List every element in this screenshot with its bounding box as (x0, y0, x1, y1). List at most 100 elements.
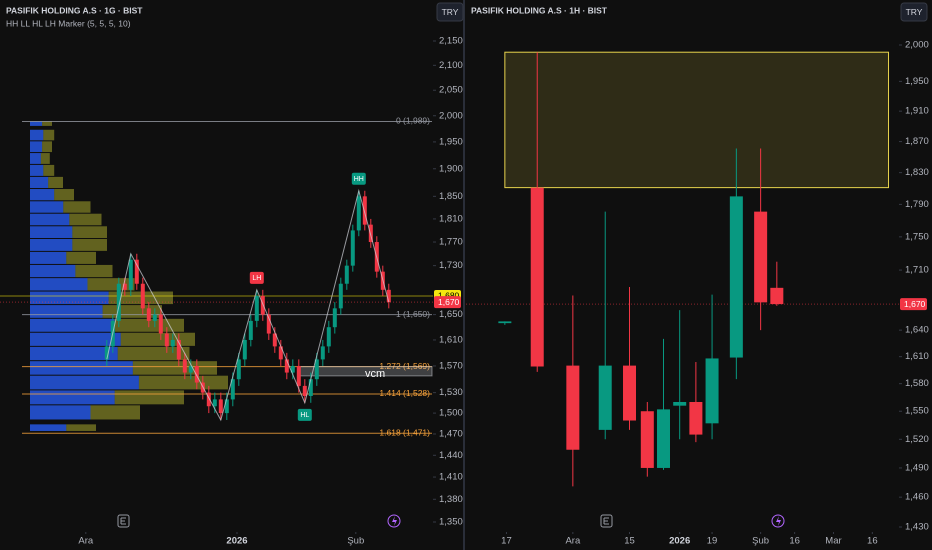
candle-body (308, 379, 313, 397)
profile-bar (30, 213, 70, 226)
price-tag-label: 1,680 (438, 291, 460, 301)
profile-bar (117, 346, 190, 361)
candle-body (296, 365, 301, 386)
candle-body (598, 365, 612, 430)
candle-body (188, 365, 193, 373)
profile-bar (30, 346, 118, 361)
profile-bar (43, 129, 55, 141)
profile-bar (30, 332, 121, 346)
profile-bar (30, 226, 73, 239)
y-tick-label: 1,520 (905, 434, 929, 445)
profile-bar (87, 278, 135, 291)
profile-bar (30, 189, 55, 201)
pivot-marker (351, 172, 366, 185)
currency-label[interactable]: TRY (906, 7, 923, 17)
candle-body (248, 320, 253, 340)
candle-body (314, 359, 319, 380)
fib-label: 0 (1,989) (396, 116, 430, 126)
x-tick-label: Ara (565, 536, 581, 547)
zigzag-line (106, 188, 390, 422)
fib-label: 1.414 (1,528) (379, 388, 430, 398)
candle-body (302, 385, 307, 397)
candle-body (284, 359, 289, 373)
candle-body (356, 196, 361, 231)
pivot-label: HH (354, 176, 364, 183)
y-tick-label: 1,350 (439, 517, 463, 528)
candle-body (290, 365, 295, 373)
price-tag (900, 298, 927, 311)
chart-title: PASIFIK HOLDING A.S · 1H · BIST (471, 5, 608, 15)
profile-bar (30, 318, 115, 332)
vcm-label: vcm (365, 368, 385, 380)
candle-body (182, 359, 187, 373)
y-tick-label: 1,410 (439, 472, 463, 483)
indicator-label: HH LL HL LH Marker (5, 5, 5, 10) (6, 18, 131, 28)
profile-bar (90, 405, 140, 420)
y-tick-label: 1,490 (905, 462, 929, 473)
profile-bar (30, 129, 44, 141)
candle-body (104, 346, 109, 360)
candle-body (362, 196, 367, 225)
y-tick-label: 1,430 (905, 522, 929, 533)
events-icon[interactable] (600, 514, 613, 528)
candle-body (386, 289, 391, 303)
y-tick-label: 1,950 (439, 136, 463, 147)
candle-body (770, 287, 784, 305)
candle-body (344, 265, 349, 284)
profile-bar (30, 375, 139, 390)
y-tick-label: 1,870 (905, 136, 929, 147)
y-tick-label: 1,950 (905, 76, 929, 87)
profile-bar (48, 176, 63, 189)
profile-bar (30, 405, 91, 420)
events-icon[interactable] (117, 514, 130, 528)
y-tick-label: 1,770 (439, 237, 463, 248)
y-tick-label: 1,580 (905, 378, 929, 389)
x-tick-label: 16 (789, 536, 800, 547)
candle-body (338, 283, 343, 309)
profile-bar (30, 278, 88, 291)
profile-bar (30, 121, 43, 126)
profile-bar (30, 264, 76, 278)
candle-body (368, 224, 373, 243)
candle-body (176, 339, 181, 360)
profile-bar (42, 141, 52, 153)
candle-body (320, 346, 325, 360)
y-tick-label: 1,550 (905, 406, 929, 417)
candle-body (224, 399, 229, 414)
supply-zone (504, 51, 890, 189)
currency-button[interactable] (436, 2, 464, 22)
profile-bar (30, 141, 43, 153)
y-tick-label: 1,610 (439, 334, 463, 345)
candle-body (152, 314, 157, 321)
pivot-marker (297, 408, 312, 421)
y-tick-label: 1,530 (439, 387, 463, 398)
candle-body (206, 392, 211, 407)
profile-bar (75, 264, 113, 278)
y-tick-label: 1,380 (439, 494, 463, 505)
candle-body (194, 365, 199, 383)
x-tick-label: 15 (624, 536, 635, 547)
y-tick-label: 1,470 (439, 428, 463, 439)
candle-body (116, 283, 121, 321)
profile-bar (30, 390, 115, 405)
candle-body (673, 401, 687, 406)
y-tick-label: 2,000 (905, 40, 929, 51)
flash-icon[interactable] (387, 514, 401, 528)
x-tick-label: Şub (752, 536, 769, 547)
chart-title: PASIFIK HOLDING A.S · 1G · BIST (6, 5, 143, 15)
profile-bar (72, 239, 107, 251)
flash-icon[interactable] (771, 514, 785, 528)
candle-body (236, 359, 241, 380)
currency-button[interactable] (900, 2, 928, 22)
currency-label[interactable]: TRY (442, 7, 459, 17)
profile-bar (69, 213, 102, 226)
pivot-label: LH (252, 275, 261, 282)
x-tick-label: Mar (825, 536, 841, 547)
candle-body (566, 365, 580, 450)
candle-body (350, 230, 355, 266)
x-tick-label: 16 (867, 536, 878, 547)
candle-body (530, 187, 544, 367)
price-tag (434, 296, 461, 309)
fib-label: 1 (1,650) (396, 309, 430, 319)
